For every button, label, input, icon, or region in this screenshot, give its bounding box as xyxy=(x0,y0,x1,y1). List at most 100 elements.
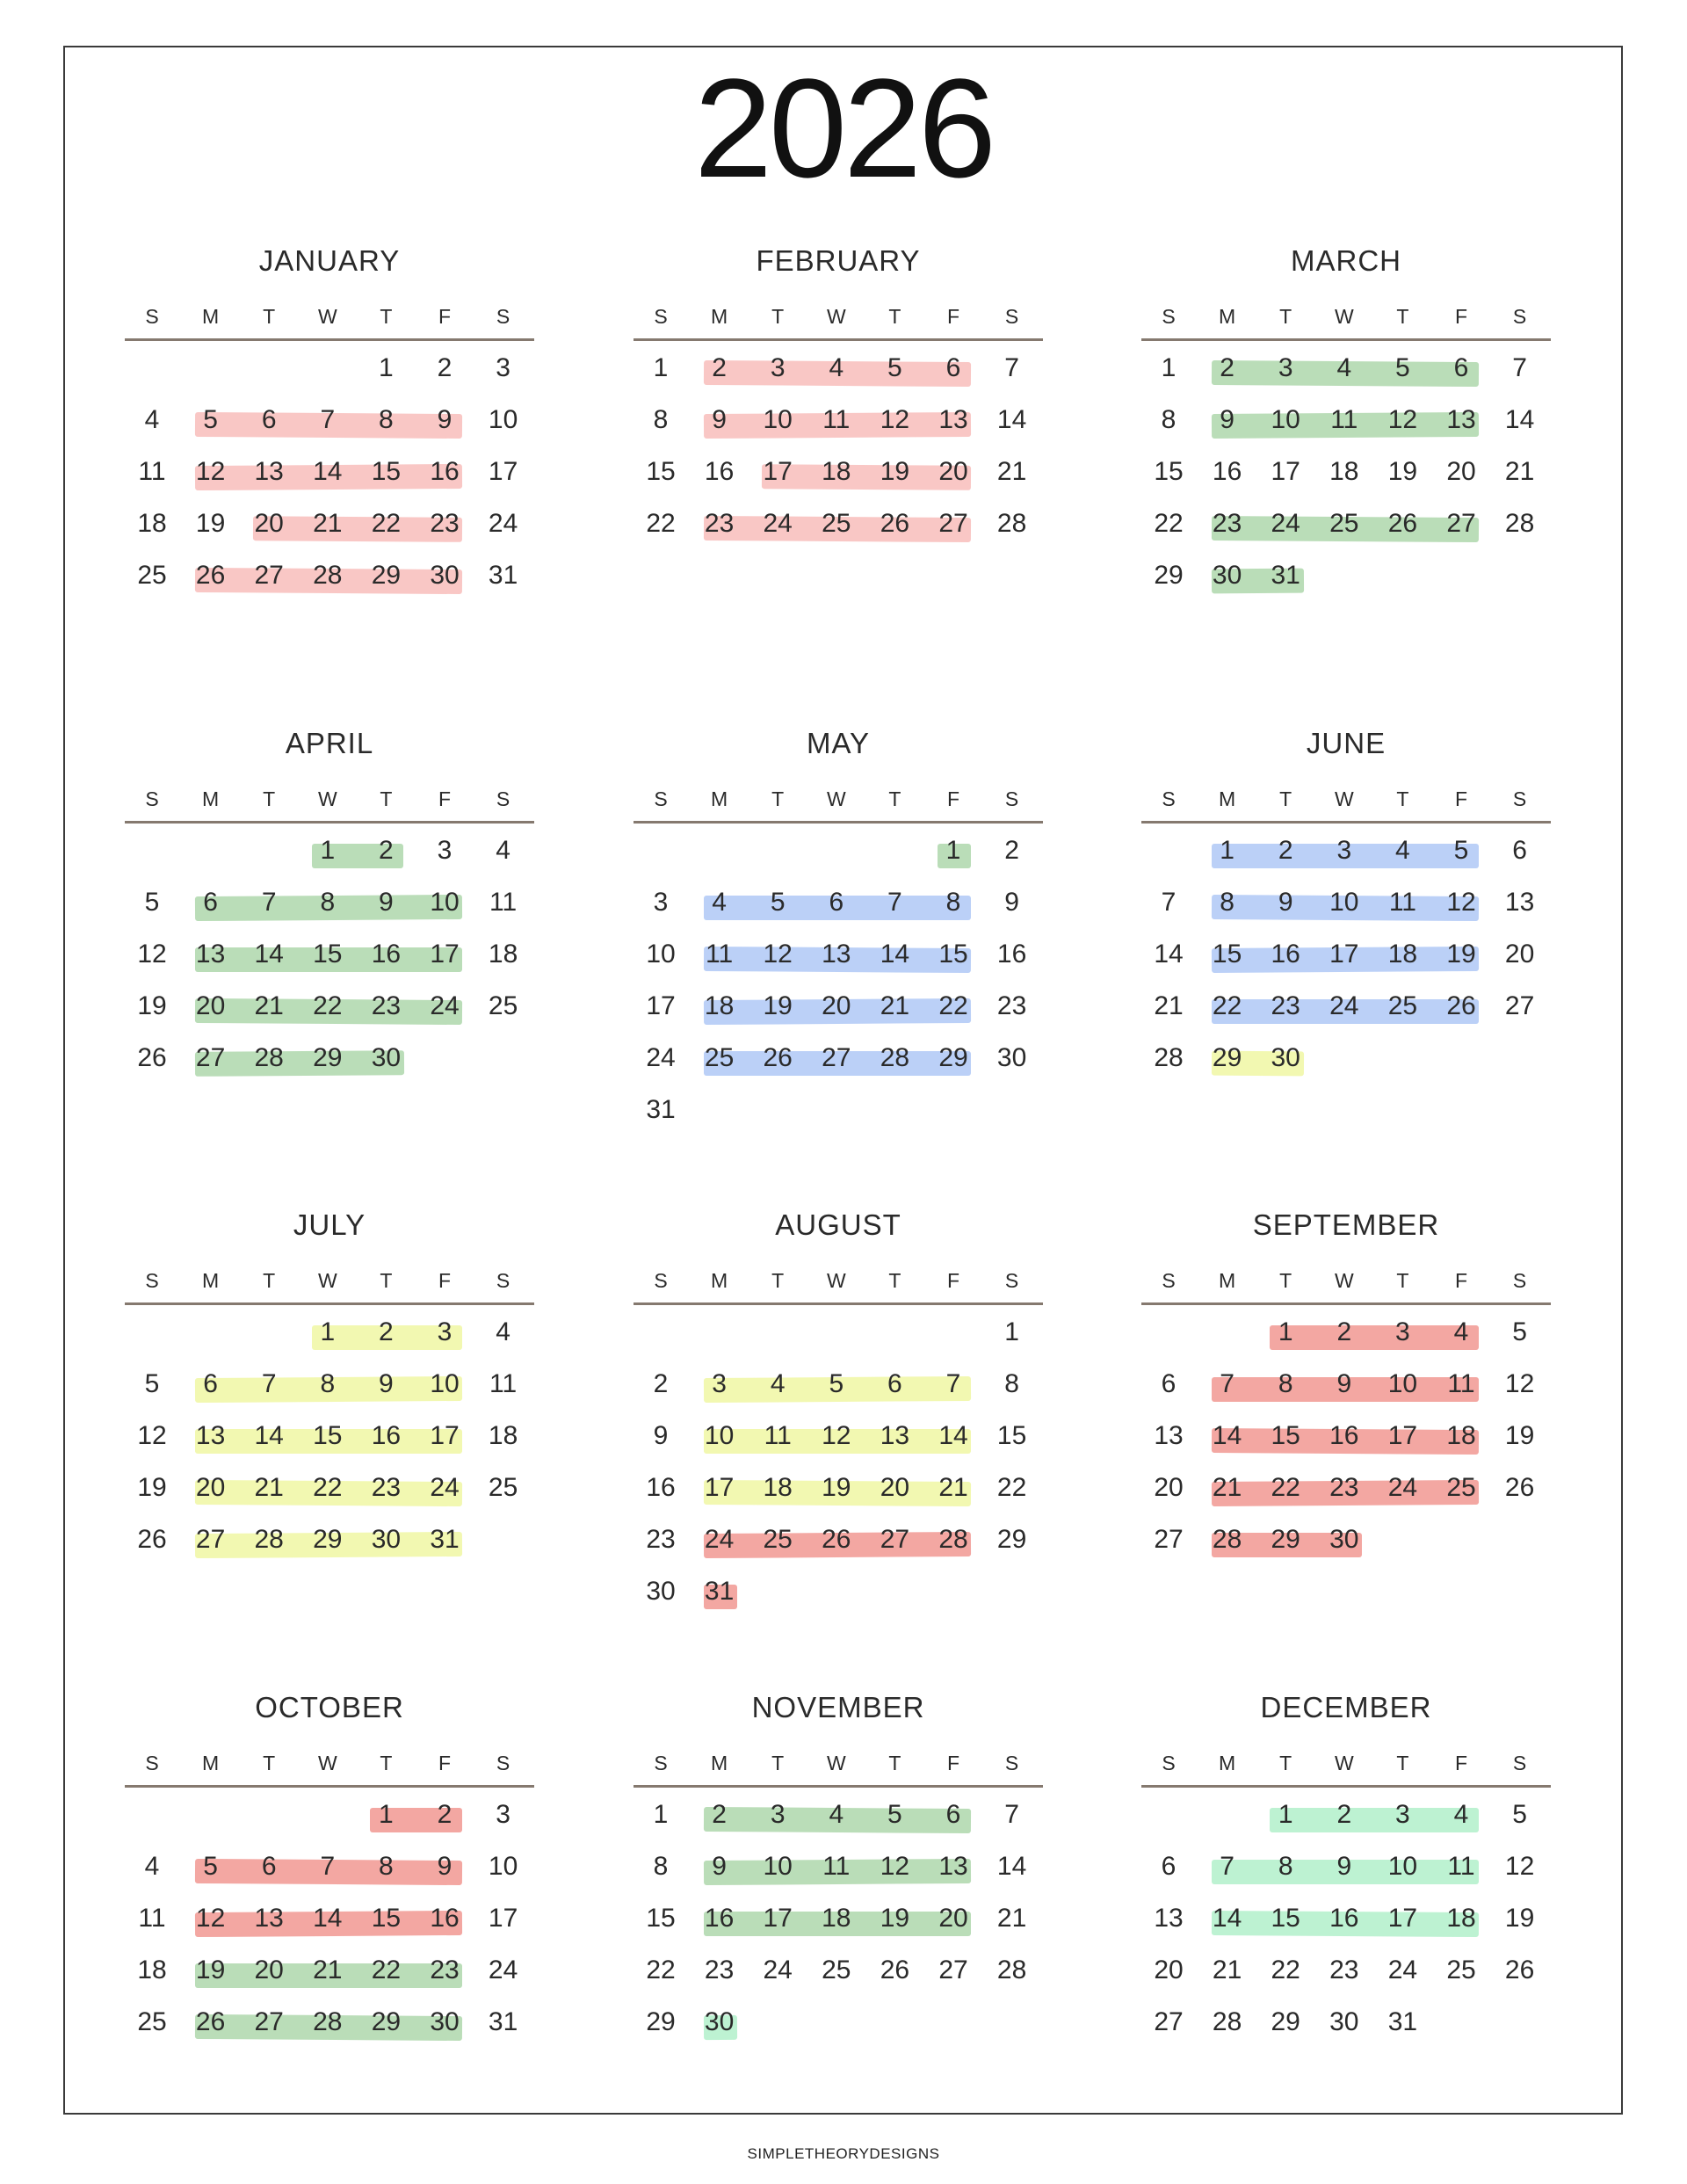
day-cell: 16 xyxy=(704,457,735,486)
day-cell: 1 xyxy=(653,1800,669,1829)
day-cell: 14 xyxy=(313,457,343,486)
header-rule xyxy=(125,821,534,824)
day-cell: 28 xyxy=(1212,1525,1242,1554)
day-cell: 3 xyxy=(437,1317,453,1346)
day-cell: 21 xyxy=(313,1955,343,1984)
month-title: MAY xyxy=(806,727,871,759)
day-cell: 14 xyxy=(1154,940,1184,969)
day-cell: 24 xyxy=(1387,1955,1418,1984)
day-cell: 28 xyxy=(313,561,343,590)
day-cell: 13 xyxy=(254,1904,284,1933)
day-cell: 25 xyxy=(763,1525,793,1554)
day-cell: 13 xyxy=(254,457,284,486)
day-cell: 21 xyxy=(1212,1955,1242,1984)
day-cell: 17 xyxy=(488,1904,518,1933)
day-cell: 13 xyxy=(938,405,968,434)
day-cell: 23 xyxy=(1329,1955,1359,1984)
day-cell: 2 xyxy=(437,353,453,382)
day-cell: 29 xyxy=(1271,2007,1300,2036)
day-cell: 19 xyxy=(880,1904,910,1933)
day-cell: 16 xyxy=(371,1421,402,1450)
day-cell: 27 xyxy=(195,1043,226,1072)
weekday-label: S xyxy=(654,1269,668,1292)
month-january: JANUARY S M T W T F S 1 2 3 4 5 6 7 8 9 10 11 12 13 14 15 16 17 1… xyxy=(125,244,534,718)
weekday-label: M xyxy=(1219,1269,1236,1292)
day-cell: 4 xyxy=(1453,1317,1469,1346)
day-cell: 12 xyxy=(195,457,226,486)
weekday-label: W xyxy=(1334,787,1354,810)
header-rule xyxy=(1141,338,1551,341)
day-cell: 9 xyxy=(379,1369,394,1398)
month-title: DECEMBER xyxy=(1260,1691,1432,1723)
weekday-label: S xyxy=(145,1269,159,1292)
weekday-label: W xyxy=(826,1269,846,1292)
day-cell: 5 xyxy=(1453,836,1469,865)
day-cell: 3 xyxy=(1278,353,1293,382)
day-cell: 14 xyxy=(254,940,284,969)
month-title: OCTOBER xyxy=(255,1691,404,1723)
day-cell: 23 xyxy=(646,1525,676,1554)
day-cell: 24 xyxy=(763,1955,793,1984)
day-cell: 24 xyxy=(1387,1473,1418,1502)
day-cell: 17 xyxy=(1271,457,1300,486)
day-cell: 23 xyxy=(1212,509,1242,538)
day-cell: 7 xyxy=(1220,1852,1234,1881)
day-cell: 6 xyxy=(1512,836,1527,865)
highlight-green xyxy=(311,844,404,868)
day-cell: 15 xyxy=(313,940,343,969)
day-cell: 3 xyxy=(770,1800,786,1829)
weekday-label: F xyxy=(946,787,960,810)
day-cell: 28 xyxy=(1154,1043,1184,1072)
day-cell: 24 xyxy=(1271,509,1300,538)
weekday-label: S xyxy=(145,1752,159,1774)
highlight-red xyxy=(703,1585,737,1609)
day-cell: 21 xyxy=(996,457,1027,486)
day-cell: 22 xyxy=(938,991,968,1020)
day-cell: 9 xyxy=(1278,888,1293,917)
day-cell: 30 xyxy=(704,2007,735,2036)
day-cell: 28 xyxy=(938,1525,968,1554)
highlight-red xyxy=(1211,1377,1479,1402)
day-cell: 5 xyxy=(770,888,786,917)
day-cell: 8 xyxy=(320,1369,336,1398)
day-cell: 17 xyxy=(646,991,676,1020)
weekday-label: M xyxy=(202,1269,220,1292)
day-cell: 26 xyxy=(880,1955,910,1984)
day-cell: 19 xyxy=(763,991,793,1020)
day-cell: 17 xyxy=(488,457,518,486)
day-cell: 30 xyxy=(371,1525,402,1554)
day-cell: 2 xyxy=(379,1317,394,1346)
weekday-label: T xyxy=(1396,1752,1409,1774)
day-cell: 23 xyxy=(1329,1473,1359,1502)
weekday-label: T xyxy=(1279,1752,1292,1774)
weekday-label: T xyxy=(263,1752,276,1774)
weekday-label: F xyxy=(1454,305,1468,328)
day-cell: 30 xyxy=(1329,2007,1359,2036)
day-cell: 19 xyxy=(195,1955,226,1984)
day-cell: 27 xyxy=(880,1525,910,1554)
day-cell: 8 xyxy=(379,1852,394,1881)
day-cell: 19 xyxy=(137,991,167,1020)
day-cell: 28 xyxy=(996,509,1027,538)
highlight-blue xyxy=(1211,999,1479,1024)
day-cell: 30 xyxy=(1271,1043,1300,1072)
day-cell: 16 xyxy=(371,940,402,969)
day-cell: 20 xyxy=(1154,1955,1184,1984)
day-cell: 18 xyxy=(1387,940,1418,969)
day-cell: 22 xyxy=(1271,1955,1300,1984)
day-cell: 22 xyxy=(646,509,676,538)
month-may: MAY S M T W T F S 1 2 3 4 5 6 7 8 9 10 11 12 13 14 15 16 17 18 19 2… xyxy=(634,727,1043,1201)
day-cell: 7 xyxy=(1004,353,1019,382)
day-cell: 1 xyxy=(1004,1317,1019,1346)
weekday-label: T xyxy=(380,305,393,328)
weekday-label: T xyxy=(771,1752,785,1774)
weekday-label: T xyxy=(380,787,393,810)
day-cell: 11 xyxy=(1330,405,1358,434)
day-cell: 16 xyxy=(1329,1904,1359,1933)
day-cell: 1 xyxy=(379,353,394,382)
day-cell: 29 xyxy=(313,1043,343,1072)
day-cell: 25 xyxy=(822,509,851,538)
day-cell: 21 xyxy=(254,991,284,1020)
weekday-label: M xyxy=(1219,787,1236,810)
highlight-yellow xyxy=(703,1429,971,1454)
